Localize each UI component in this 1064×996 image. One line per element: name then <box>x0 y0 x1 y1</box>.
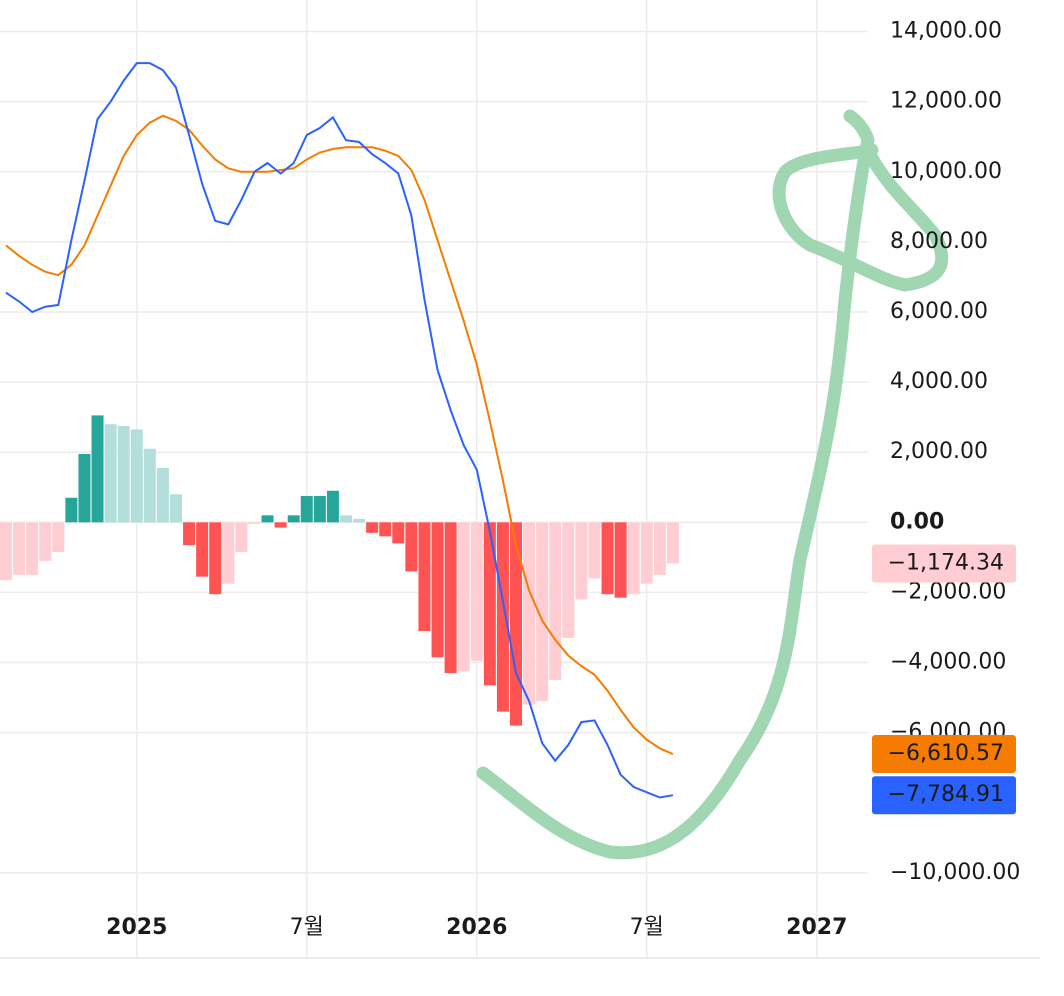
y-tick-label: 12,000.00 <box>890 89 1002 114</box>
value-badge <box>872 776 1016 815</box>
y-tick-label: 4,000.00 <box>890 369 988 394</box>
histogram-bar <box>261 515 274 523</box>
histogram-bar <box>209 522 222 595</box>
histogram-bar <box>39 522 52 561</box>
histogram-bar <box>444 522 457 674</box>
histogram-bar <box>392 522 405 544</box>
histogram-bar <box>496 522 509 712</box>
y-tick-label: 14,000.00 <box>890 19 1002 44</box>
histogram-bar <box>627 522 640 595</box>
histogram-bar <box>287 515 300 523</box>
histogram-bar <box>470 522 483 661</box>
histogram-bar <box>379 522 392 537</box>
axis-labels: 14,000.00 12,000.00 10,000.00 8,000.00 6,000… <box>106 19 1020 940</box>
histogram-bar <box>366 522 379 533</box>
histogram-bar <box>78 453 91 523</box>
y-tick-label: 2,000.00 <box>890 439 988 464</box>
histogram-bar <box>562 522 575 639</box>
histogram-bar <box>52 522 65 553</box>
histogram-bar <box>653 522 666 575</box>
histogram-bar <box>104 424 117 523</box>
histogram-bar <box>313 496 326 523</box>
histogram-bar <box>117 425 130 523</box>
histogram-bar <box>575 522 588 600</box>
histogram-bar <box>183 522 196 546</box>
histogram-bar <box>26 522 39 575</box>
histogram-bar <box>13 522 26 575</box>
histogram-bar <box>353 518 366 523</box>
histogram-bar <box>248 522 261 525</box>
histogram-bar <box>405 522 418 572</box>
value-badge-label: −1,174.34 <box>888 550 1004 575</box>
histogram-bar <box>588 522 601 579</box>
x-tick-label: 7월 <box>630 915 664 940</box>
x-tick-label: 2025 <box>106 915 167 940</box>
y-tick-label: −2,000.00 <box>890 579 1006 604</box>
x-tick-label: 7월 <box>290 915 324 940</box>
histogram-bar <box>156 467 169 523</box>
value-badge-label: −6,610.57 <box>888 741 1004 766</box>
histogram-bar <box>300 496 313 523</box>
y-tick-label: 10,000.00 <box>890 159 1002 184</box>
value-badge <box>872 735 1016 774</box>
value-badge <box>872 544 1016 583</box>
histogram-bar <box>418 522 431 631</box>
histogram-bar <box>130 429 143 523</box>
hand-drawn-annotation <box>476 109 949 860</box>
histogram-bar <box>91 415 104 523</box>
histogram-bar <box>65 497 78 523</box>
y-tick-label: −4,000.00 <box>890 650 1006 675</box>
histogram-bar <box>457 522 470 672</box>
histogram-bar <box>143 448 156 523</box>
y-tick-label: −10,000.00 <box>890 860 1020 885</box>
histogram-bar <box>523 522 536 705</box>
line-series <box>5 114 674 756</box>
histogram-bar <box>340 515 353 523</box>
histogram-bar <box>0 522 12 581</box>
histogram-bar <box>666 522 679 564</box>
histogram-bar <box>274 522 287 528</box>
histogram-bar <box>510 522 523 726</box>
value-badge-label: −7,784.91 <box>888 782 1004 807</box>
plot <box>0 62 679 799</box>
histogram-bar <box>536 522 549 702</box>
line-series <box>5 62 674 799</box>
histogram-bar <box>614 522 627 598</box>
histogram-bar <box>235 522 248 553</box>
y-tick-label: 0.00 <box>890 509 944 534</box>
histogram-bar <box>640 522 653 584</box>
x-tick-label: 2026 <box>446 915 507 940</box>
histogram-bar <box>170 494 183 523</box>
histogram-bar <box>326 490 339 523</box>
x-tick-label: 2027 <box>786 915 847 940</box>
histogram-bar <box>549 522 562 681</box>
histogram-bar <box>222 522 235 584</box>
y-tick-label: 8,000.00 <box>890 229 988 254</box>
histogram-bar <box>196 522 209 577</box>
histogram-bar <box>431 522 444 658</box>
histogram-bar <box>601 522 614 595</box>
y-tick-label: 6,000.00 <box>890 299 988 324</box>
histogram-bar <box>483 522 496 686</box>
